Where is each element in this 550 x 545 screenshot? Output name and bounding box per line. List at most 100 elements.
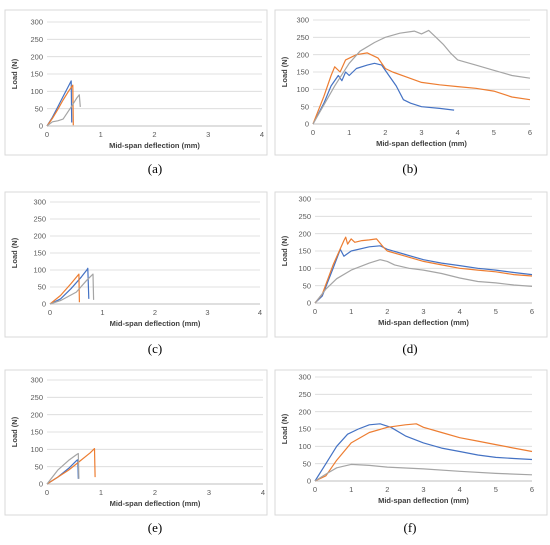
y-tick-label: 200 [298, 407, 311, 416]
x-tick-label: 6 [528, 128, 532, 137]
series-line-blue [49, 267, 90, 305]
y-tick-label: 0 [307, 299, 311, 308]
y-tick-label: 250 [30, 393, 43, 402]
x-tick-label: 1 [99, 130, 103, 139]
x-tick-label: 0 [313, 485, 317, 494]
y-tick-label: 50 [35, 462, 43, 471]
x-tick-label: 0 [45, 488, 49, 497]
panel-caption: (d) [402, 341, 417, 356]
y-tick-label: 150 [33, 249, 46, 258]
y-tick-label: 200 [33, 232, 46, 241]
y-axis-label: Load (N) [280, 413, 289, 444]
chart-frame [4, 369, 268, 516]
y-tick-label: 150 [298, 247, 311, 256]
y-tick-label: 0 [39, 480, 43, 489]
x-axis-label: Mid-span deflection (mm) [378, 496, 469, 505]
series-line-gray [46, 452, 80, 485]
y-tick-label: 300 [33, 198, 46, 207]
y-tick-label: 300 [30, 18, 43, 27]
y-tick-label: 250 [298, 390, 311, 399]
y-tick-label: 0 [42, 300, 46, 309]
y-tick-label: 300 [296, 16, 309, 25]
x-tick-label: 3 [421, 485, 425, 494]
x-axis-label: Mid-span deflection (mm) [110, 319, 201, 328]
x-tick-label: 1 [347, 128, 351, 137]
y-tick-label: 250 [30, 35, 43, 44]
panel-caption: (b) [402, 161, 417, 176]
y-tick-label: 50 [301, 102, 309, 111]
series-line-blue [314, 423, 533, 482]
series-line-gray [46, 94, 81, 127]
chart-panel-e: 0 50 100 150 200 250 300 0 1 2 3 4 Mid-span deflecti… [4, 369, 268, 535]
x-tick-label: 1 [349, 307, 353, 316]
x-tick-label: 3 [421, 307, 425, 316]
x-tick-label: 4 [458, 307, 462, 316]
series-line-orange [314, 236, 533, 304]
x-tick-label: 4 [456, 128, 460, 137]
x-tick-label: 4 [258, 308, 262, 317]
y-tick-label: 200 [30, 410, 43, 419]
x-tick-label: 3 [207, 488, 211, 497]
series-line-gray [312, 29, 531, 125]
x-axis-label: Mid-span deflection (mm) [110, 499, 201, 508]
x-tick-label: 2 [385, 307, 389, 316]
panel-caption: (c) [148, 341, 162, 356]
y-tick-label: 100 [296, 85, 309, 94]
series-line-orange [49, 273, 80, 305]
y-tick-label: 150 [298, 425, 311, 434]
series-line-gray [49, 273, 95, 305]
series-line-blue [314, 245, 533, 304]
y-tick-label: 150 [296, 68, 309, 77]
x-tick-label: 6 [530, 485, 534, 494]
x-axis-label: Mid-span deflection (mm) [109, 141, 200, 150]
y-tick-label: 50 [35, 104, 43, 113]
x-tick-label: 5 [494, 307, 498, 316]
chart-panel-c: 0 50 100 150 200 250 300 0 1 2 3 4 Mid-span deflecti… [4, 191, 268, 356]
y-axis-label: Load (N) [280, 56, 289, 87]
x-tick-label: 3 [205, 308, 209, 317]
x-tick-label: 2 [153, 308, 157, 317]
y-tick-label: 150 [30, 428, 43, 437]
y-tick-label: 250 [298, 212, 311, 221]
x-tick-label: 2 [153, 488, 157, 497]
y-tick-label: 150 [30, 70, 43, 79]
y-tick-label: 200 [30, 52, 43, 61]
chart-frame [4, 9, 268, 156]
series-line-blue [312, 62, 455, 125]
y-tick-label: 200 [296, 50, 309, 59]
x-tick-label: 4 [260, 130, 264, 139]
chart-frame [274, 9, 548, 156]
x-axis-label: Mid-span deflection (mm) [376, 139, 467, 148]
series-line-orange [46, 84, 74, 127]
x-tick-label: 0 [45, 130, 49, 139]
x-tick-label: 5 [492, 128, 496, 137]
y-tick-label: 0 [39, 122, 43, 131]
y-tick-label: 100 [298, 264, 311, 273]
x-tick-label: 1 [99, 488, 103, 497]
x-tick-label: 1 [100, 308, 104, 317]
chart-panel-d: 0 50 100 150 200 250 300 0 1 2 3 4 5 6 Mid-span deflec… [274, 191, 548, 356]
series-line-orange [46, 448, 96, 485]
chart-panel-a: 0 50 100 150 200 250 300 0 1 2 3 4 Mid-span deflecti… [4, 9, 268, 176]
y-axis-label: Load (N) [10, 237, 19, 268]
chart-frame [4, 191, 268, 338]
y-tick-label: 50 [38, 283, 46, 292]
y-tick-label: 100 [30, 87, 43, 96]
series-line-orange [314, 423, 533, 482]
x-tick-label: 0 [313, 307, 317, 316]
series-line-gray [314, 463, 533, 482]
y-axis-label: Load (N) [10, 58, 19, 89]
x-tick-label: 1 [349, 485, 353, 494]
x-tick-label: 2 [152, 130, 156, 139]
y-tick-label: 250 [33, 215, 46, 224]
y-tick-label: 100 [33, 266, 46, 275]
panel-caption: (e) [148, 520, 162, 535]
y-tick-label: 50 [303, 459, 311, 468]
y-tick-label: 200 [298, 229, 311, 238]
panel-caption: (a) [148, 161, 162, 176]
y-tick-label: 0 [305, 120, 309, 129]
x-tick-label: 4 [458, 485, 462, 494]
x-tick-label: 4 [261, 488, 265, 497]
x-tick-label: 5 [494, 485, 498, 494]
